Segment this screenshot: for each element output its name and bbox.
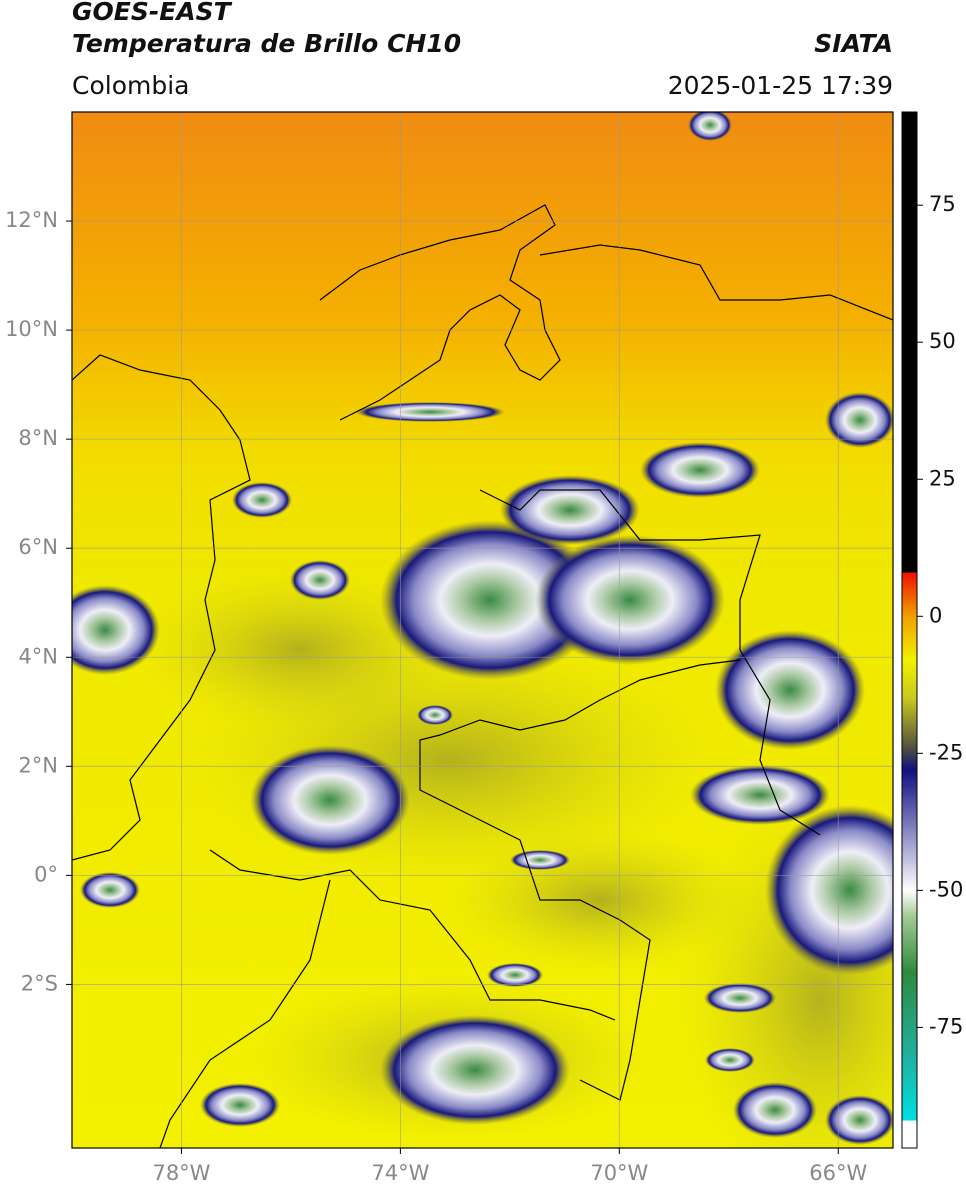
source: SIATA — [814, 29, 893, 58]
y-tick-label: 2°S — [21, 971, 58, 995]
colorbar-tick-label: 25 — [929, 466, 956, 490]
timestamp: 2025-01-25 17:39 — [668, 71, 893, 100]
region: Colombia — [72, 71, 189, 100]
colorbar-tick-label: 75 — [929, 192, 956, 216]
title: GOES-EAST — [72, 0, 233, 26]
y-tick-label: 10°N — [5, 317, 58, 341]
y-tick-label: 8°N — [18, 426, 58, 450]
subtitle: Temperatura de Brillo CH10 — [72, 29, 461, 58]
clouds — [72, 112, 893, 1145]
y-tick-label: 2°N — [18, 753, 58, 777]
y-tick-label: 6°N — [18, 535, 58, 559]
y-tick-label: 12°N — [5, 208, 58, 232]
colorbar-tick-label: -25 — [929, 740, 963, 764]
x-tick-label: 78°W — [152, 1161, 210, 1185]
colorbar-tick-label: 0 — [929, 603, 942, 627]
gridlines — [72, 112, 893, 1148]
x-tick-label: 66°W — [809, 1161, 867, 1185]
y-tick-label: 0° — [34, 862, 58, 886]
x-tick-label: 70°W — [590, 1161, 648, 1185]
y-tick-label: 4°N — [18, 644, 58, 668]
colorbar — [901, 111, 918, 1149]
map-image — [72, 112, 893, 1148]
map-frame — [71, 111, 894, 1149]
colorbar-tick-label: -75 — [929, 1014, 963, 1038]
colorbar-tick-label: -50 — [929, 877, 963, 901]
colorbar-tick-label: 50 — [929, 329, 956, 353]
borders — [72, 204, 893, 1148]
x-tick-label: 74°W — [371, 1161, 429, 1185]
